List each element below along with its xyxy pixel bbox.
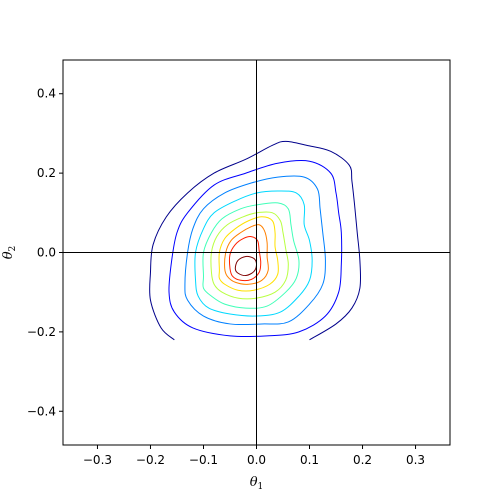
x-tick-label: 0.0 [247, 453, 266, 467]
contour-lines [149, 140, 362, 341]
contour-level-4 [194, 190, 313, 317]
y-axis-label: θ2 [1, 246, 18, 260]
contour-level-7 [218, 216, 279, 292]
contour-level-1 [149, 140, 362, 341]
x-tick-label: 0.1 [300, 453, 319, 467]
x-tick-label: −0.3 [83, 453, 112, 467]
contour-level-5 [202, 202, 300, 309]
contour-level-3 [184, 175, 326, 326]
contour-level-2 [168, 160, 343, 338]
y-tick-label: −0.4 [27, 404, 56, 418]
y-tick-label: −0.2 [27, 325, 56, 339]
x-axis-ticks: −0.3 −0.2 −0.1 0.0 0.1 0.2 0.3 [83, 445, 425, 467]
y-axis-ticks: −0.4 −0.2 0.0 0.2 0.4 [27, 87, 63, 418]
contour-level-9 [228, 236, 262, 282]
x-axis-label: θ1 [250, 475, 264, 492]
reference-lines [63, 60, 450, 445]
contour-level-6 [210, 211, 289, 300]
x-tick-label: −0.2 [136, 453, 165, 467]
x-tick-label: −0.1 [189, 453, 218, 467]
x-tick-label: 0.2 [353, 453, 372, 467]
x-tick-label: 0.3 [406, 453, 425, 467]
y-tick-label: 0.4 [37, 87, 56, 101]
contour-level-8 [224, 224, 269, 285]
y-tick-label: 0.2 [37, 166, 56, 180]
y-tick-label: 0.0 [37, 246, 56, 260]
